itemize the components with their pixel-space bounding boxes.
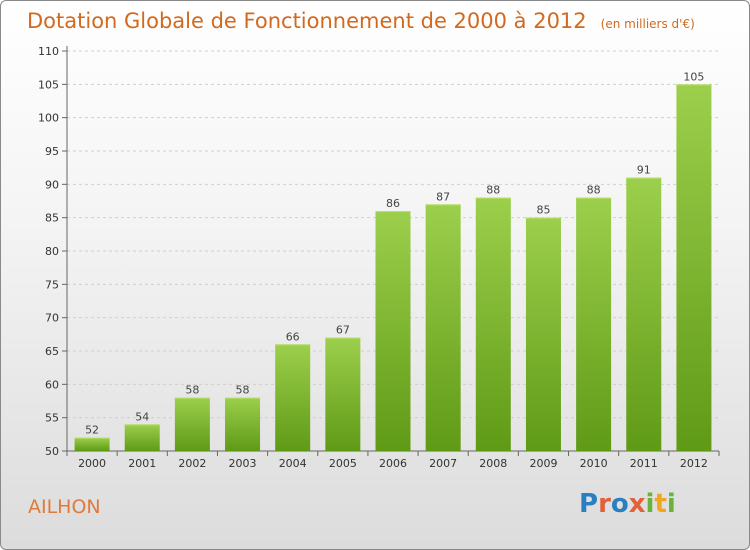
- data-label: 87: [436, 190, 450, 203]
- x-tick-label: 2002: [178, 457, 206, 470]
- bar-2007: [425, 204, 461, 451]
- y-tick-label: 85: [45, 212, 59, 225]
- data-label: 67: [336, 324, 350, 337]
- bar-2001: [124, 424, 160, 451]
- data-label: 58: [236, 384, 250, 397]
- bar-2005: [325, 337, 361, 451]
- y-tick-label: 80: [45, 245, 59, 258]
- data-label: 85: [536, 204, 550, 217]
- y-tick-label: 90: [45, 178, 59, 191]
- x-tick-label: 2011: [630, 457, 658, 470]
- x-tick-label: 2000: [78, 457, 106, 470]
- y-tick-label: 70: [45, 312, 59, 325]
- chart-title-text: Dotation Globale de Fonctionnement de 20…: [27, 9, 587, 33]
- x-tick-label: 2009: [529, 457, 557, 470]
- bar-2009: [525, 217, 561, 451]
- data-labels: 52 54 58 58 66 67 86 87 88 85 88 91 105: [85, 70, 704, 436]
- x-tick-label: 2007: [429, 457, 457, 470]
- data-label: 105: [683, 70, 704, 83]
- bar-2006: [375, 211, 411, 451]
- y-tick-label: 75: [45, 278, 59, 291]
- bar-2008: [475, 197, 511, 451]
- bar-2004: [275, 344, 311, 451]
- bars: [74, 84, 712, 451]
- data-label: 88: [587, 184, 601, 197]
- data-label: 86: [386, 197, 400, 210]
- y-tick-label: 100: [38, 112, 59, 125]
- commune-name: AILHON: [28, 496, 101, 518]
- bar-2010: [576, 197, 612, 451]
- data-label: 66: [286, 330, 300, 343]
- x-tick-label: 2008: [479, 457, 507, 470]
- bar-2003: [225, 397, 261, 451]
- y-tick-label: 60: [45, 378, 59, 391]
- bar-2011: [626, 177, 662, 451]
- data-label: 52: [85, 424, 99, 437]
- x-tick-label: 2006: [379, 457, 407, 470]
- x-tick-label: 2010: [580, 457, 608, 470]
- x-tick-label: 2005: [329, 457, 357, 470]
- y-tick-label: 105: [38, 78, 59, 91]
- data-label: 54: [135, 410, 149, 423]
- data-label: 58: [185, 384, 199, 397]
- y-tick-label: 55: [45, 412, 59, 425]
- bar-2002: [174, 397, 210, 451]
- x-tick-label: 2003: [229, 457, 257, 470]
- y-tick-label: 65: [45, 345, 59, 358]
- data-label: 91: [637, 164, 651, 177]
- bar-2012: [676, 84, 712, 451]
- chart-subtitle: (en milliers d'€): [600, 17, 695, 31]
- y-tick-label: 95: [45, 145, 59, 158]
- proxiti-logo: Proxiti: [579, 489, 676, 519]
- chart-title: Dotation Globale de Fonctionnement de 20…: [27, 9, 695, 33]
- y-tick-label: 50: [45, 445, 59, 458]
- data-label: 88: [486, 184, 500, 197]
- x-tick-label: 2004: [279, 457, 307, 470]
- x-tick-label: 2001: [128, 457, 156, 470]
- bar-2000: [74, 437, 110, 451]
- x-tick-label: 2012: [680, 457, 708, 470]
- y-tick-label: 110: [38, 45, 59, 58]
